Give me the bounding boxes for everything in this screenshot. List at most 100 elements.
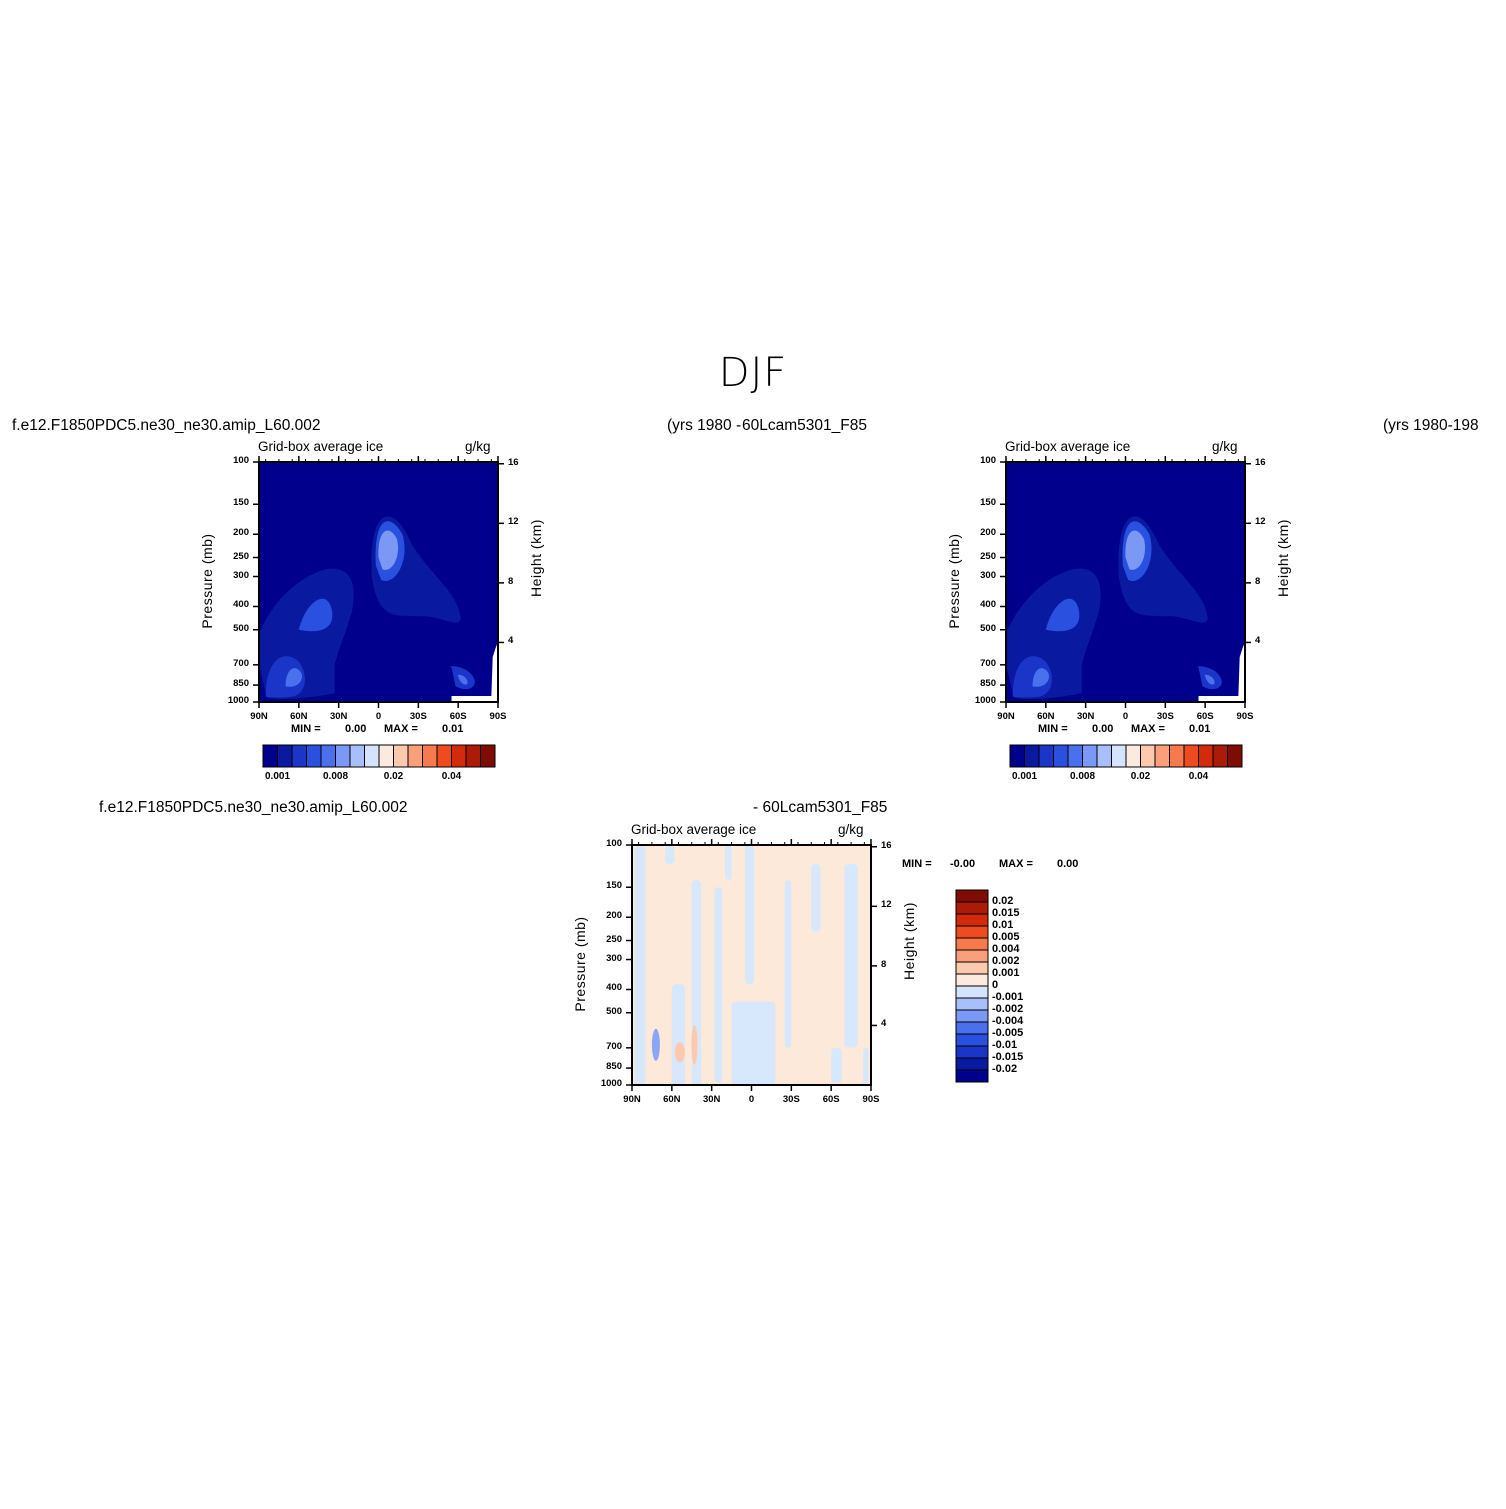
x-tick-label: 30N — [329, 711, 348, 722]
diff-band-1 — [671, 984, 686, 1085]
max-label: MAX = — [384, 723, 418, 735]
x-tick-label: 60N — [663, 1094, 681, 1105]
x-tick-label: 30S — [409, 711, 427, 722]
plot-title-left: Grid-box average ice — [1005, 439, 1131, 454]
y-tick-label: 500 — [606, 1005, 622, 1017]
y-tick-label: 400 — [233, 599, 249, 611]
x-tick-label: 30N — [702, 1094, 721, 1105]
y-tick-label: 300 — [233, 569, 249, 581]
colorbar-label: 0.008 — [322, 771, 349, 782]
y-tick-label: 1000 — [227, 695, 249, 706]
x-tick-label: 60S — [822, 1094, 840, 1105]
x-tick-label: 90N — [250, 711, 268, 722]
min-value: -0.00 — [950, 858, 976, 870]
y-tick-label: 100 — [980, 455, 996, 466]
colorbar-swatch — [955, 949, 989, 963]
diff-band-10 — [863, 1047, 869, 1085]
colorbar-label: 0.02 — [1130, 771, 1151, 782]
y-right-tick-label: 4 — [1255, 635, 1261, 647]
diff-band-5 — [744, 845, 755, 985]
y-tick-label: 700 — [606, 1040, 622, 1052]
min-value: 0.00 — [1092, 723, 1114, 735]
y-tick-label: 100 — [233, 455, 249, 466]
diff-case-left: f.e12.F1850PDC5.ne30_ne30.amip_L60.002 — [99, 799, 408, 816]
y-tick-label: 200 — [980, 527, 996, 539]
diff-band-9 — [844, 864, 858, 1048]
max-value: 0.01 — [1189, 723, 1211, 735]
x-tick-label: 90S — [489, 711, 507, 722]
plot-fill — [1006, 462, 1245, 702]
y-tick-label: 500 — [980, 622, 996, 634]
y-tick-label: 500 — [233, 622, 249, 634]
y-tick-label: 850 — [980, 678, 996, 690]
colorbar-label: -0.004 — [992, 1015, 1024, 1027]
diff-band-4 — [731, 1001, 776, 1085]
y-right-tick-label: 8 — [1255, 575, 1261, 587]
y-tick-label: 150 — [606, 880, 622, 892]
min-label: MIN = — [1038, 723, 1068, 735]
x-tick-label: 0 — [375, 711, 382, 722]
x-tick-label: 60S — [449, 711, 467, 722]
colorbar-swatch — [955, 1033, 989, 1047]
plot-units: g/kg — [838, 822, 864, 837]
colorbar-label: -0.01 — [992, 1039, 1018, 1051]
case-name-right: 60Lcam5301_F85 — [742, 417, 867, 434]
y-right-tick-label: 8 — [881, 958, 887, 970]
colorbar-swatch — [955, 997, 989, 1011]
y-tick-label: 400 — [606, 982, 622, 994]
y-right-tick-label: 16 — [508, 456, 519, 468]
plot-title-left: Grid-box average ice — [631, 822, 757, 837]
y-right-tick-label: 12 — [508, 516, 519, 528]
plot-title-left: Grid-box average ice — [258, 439, 384, 454]
y-right-tick-label: 16 — [881, 839, 892, 851]
y-tick-label: 1000 — [974, 695, 996, 706]
contour-fill-4 — [285, 668, 302, 687]
colorbar-label: -0.002 — [992, 1003, 1024, 1015]
diff-pos-spot-1 — [691, 1024, 698, 1065]
contour-fill-8 — [1204, 674, 1215, 685]
colorbar-label: 0.04 — [441, 771, 462, 782]
min-label: MIN = — [902, 858, 932, 870]
colorbar-swatch — [955, 901, 989, 915]
max-value: 0.01 — [442, 723, 464, 735]
colorbar-swatch — [955, 925, 989, 939]
colorbar-swatch — [480, 744, 496, 768]
colorbar-swatch — [955, 1057, 989, 1071]
x-tick-label: 0 — [1122, 711, 1129, 722]
colorbar-swatch — [1227, 744, 1243, 768]
colorbar-swatch — [955, 973, 989, 987]
colorbar-swatch — [955, 985, 989, 999]
colorbar-label: -0.015 — [992, 1051, 1024, 1063]
colorbar-label: 0 — [992, 979, 999, 991]
case-name-left: f.e12.F1850PDC5.ne30_ne30.amip_L60.002 — [12, 417, 321, 434]
x-tick-label: 30N — [1076, 711, 1095, 722]
contour-fill-2 — [298, 598, 333, 632]
max-value: 0.00 — [1057, 858, 1079, 870]
diff-pos-spot-2 — [674, 1042, 685, 1063]
colorbar-swatch — [955, 889, 989, 903]
y-tick-label: 1000 — [600, 1078, 622, 1089]
colorbar-swatch — [955, 961, 989, 975]
plot-units: g/kg — [465, 439, 491, 454]
x-tick-label: 30S — [782, 1094, 800, 1105]
season-title: DJF — [718, 350, 788, 396]
min-value: 0.00 — [345, 723, 367, 735]
x-tick-label: 90N — [997, 711, 1015, 722]
colorbar-label: 0.008 — [1069, 771, 1096, 782]
y-tick-label: 300 — [980, 569, 996, 581]
plot-fill — [259, 462, 498, 702]
colorbar-label: 0.005 — [992, 931, 1020, 943]
y-right-tick-label: 4 — [881, 1018, 887, 1030]
x-tick-label: 0 — [748, 1094, 755, 1105]
diff-band-7 — [811, 864, 821, 932]
x-tick-label: 60N — [290, 711, 308, 722]
y-axis-label: Pressure (mb) — [572, 916, 588, 1012]
missing-region — [1198, 641, 1245, 702]
contour-fill-3 — [265, 656, 305, 698]
colorbar-label: -0.02 — [992, 1063, 1018, 1075]
colorbar-label: 0.001 — [992, 967, 1020, 979]
y-tick-label: 200 — [606, 910, 622, 922]
